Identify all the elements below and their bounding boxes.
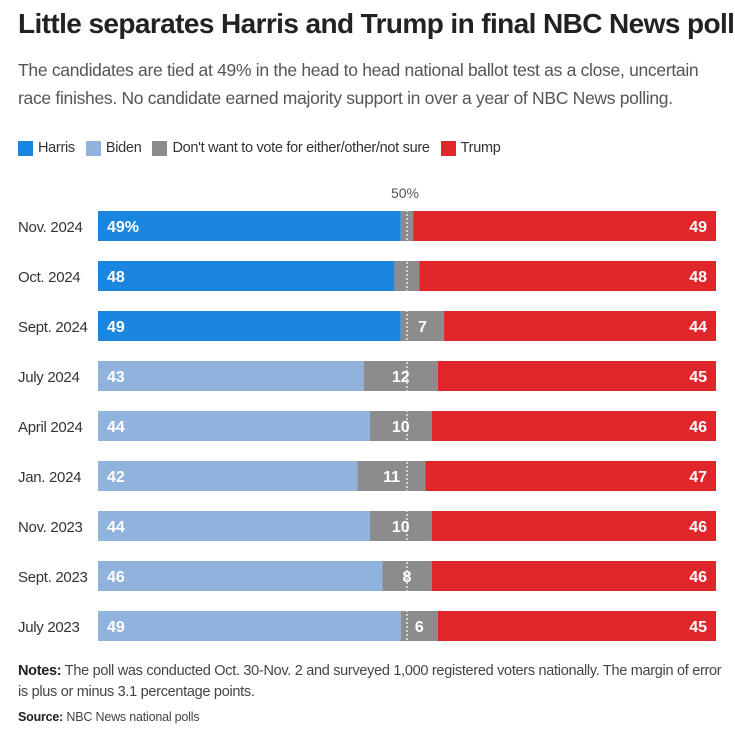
bar-trump [431,561,716,591]
data-label-democrat: 46 [107,569,125,586]
category-label: Nov. 2024 [18,219,83,236]
data-label-trump: 48 [689,269,707,286]
bar-trump [444,311,716,341]
data-label-other: 10 [392,419,410,436]
bar-trump [425,461,716,491]
legend-label-trump: Trump [460,140,501,156]
data-label-democrat: 49 [107,619,125,636]
data-label-trump: 49 [689,219,707,236]
source-text: NBC News national polls [66,710,200,724]
data-label-other: 11 [383,469,400,486]
data-label-trump: 46 [689,419,707,436]
category-label: July 2023 [18,619,80,636]
legend-label-harris: Harris [38,140,75,156]
category-label: Jan. 2024 [18,469,81,486]
category-label: July 2024 [18,369,80,386]
data-label-trump: 45 [689,619,707,636]
category-label: Nov. 2023 [18,519,83,536]
category-label: April 2024 [18,419,83,436]
legend: Harris Biden Don't want to vote for eith… [18,140,512,156]
bar-democrat [98,361,364,391]
data-label-other: 12 [392,369,410,386]
category-label: Sept. 2024 [18,319,88,336]
data-label-trump: 46 [689,569,707,586]
data-label-other: 7 [418,319,427,336]
chart-title: Little separates Harris and Trump in fin… [18,8,735,39]
bar-democrat [98,311,401,341]
bar-democrat [98,511,370,541]
data-label-other: 6 [415,619,424,636]
data-label-democrat: 42 [107,469,125,486]
bar-trump [419,261,716,291]
notes-text: The poll was conducted Oct. 30-Nov. 2 an… [18,663,722,700]
legend-item-biden: Biden [85,140,142,156]
reference-line-label: 50% [391,185,419,201]
legend-item-harris: Harris [18,140,75,156]
stacked-bar-chart: Nov. 2024 49% 49 Oct. 2024 48 48 Sept. 2024 49 7… [18,185,716,641]
notes-label: Notes: [18,663,62,679]
data-label-trump: 45 [689,369,707,386]
data-label-democrat: 44 [107,419,125,436]
category-label: Oct. 2024 [18,269,80,286]
data-label-trump: 46 [689,519,707,536]
legend-swatch-biden [85,140,101,156]
legend-swatch-harris [18,140,33,156]
bar-other [357,461,426,491]
notes: Notes: The poll was conducted Oct. 30-No… [18,661,723,703]
data-label-democrat: 43 [107,369,125,386]
data-label-democrat: 49% [107,219,139,236]
legend-item-other: Don't want to vote for either/other/not … [152,140,430,156]
bar-democrat [98,411,370,441]
legend-label-other: Don't want to vote for either/other/not … [172,140,430,156]
legend-item-trump: Trump [440,140,501,156]
bar-democrat [98,611,401,641]
bar-trump [413,211,716,241]
category-label: Sept. 2023 [18,569,88,586]
data-label-trump: 47 [689,469,707,486]
legend-label-biden: Biden [105,140,142,156]
bar-democrat [98,561,383,591]
source-label: Source: [18,710,64,724]
data-label-trump: 44 [689,319,707,336]
bar-democrat [98,461,358,491]
data-label-other: 10 [392,519,410,536]
bar-trump [437,611,716,641]
bar-democrat [98,211,401,241]
legend-swatch-other [152,140,168,156]
data-label-democrat: 44 [107,519,125,536]
data-label-democrat: 48 [107,269,125,286]
bar-other [369,511,432,541]
bar-democrat [98,261,395,291]
bar-trump [437,361,716,391]
bar-other [369,411,432,441]
bar-other [400,311,445,341]
source: Source: NBC News national polls [18,710,200,724]
data-label-other: 8 [403,569,412,586]
bar-other [363,361,438,391]
legend-swatch-trump [440,140,456,156]
data-label-democrat: 49 [107,319,125,336]
chart-subtitle: The candidates are tied at 49% in the he… [18,60,699,108]
bar-trump [431,411,716,441]
bar-trump [431,511,716,541]
